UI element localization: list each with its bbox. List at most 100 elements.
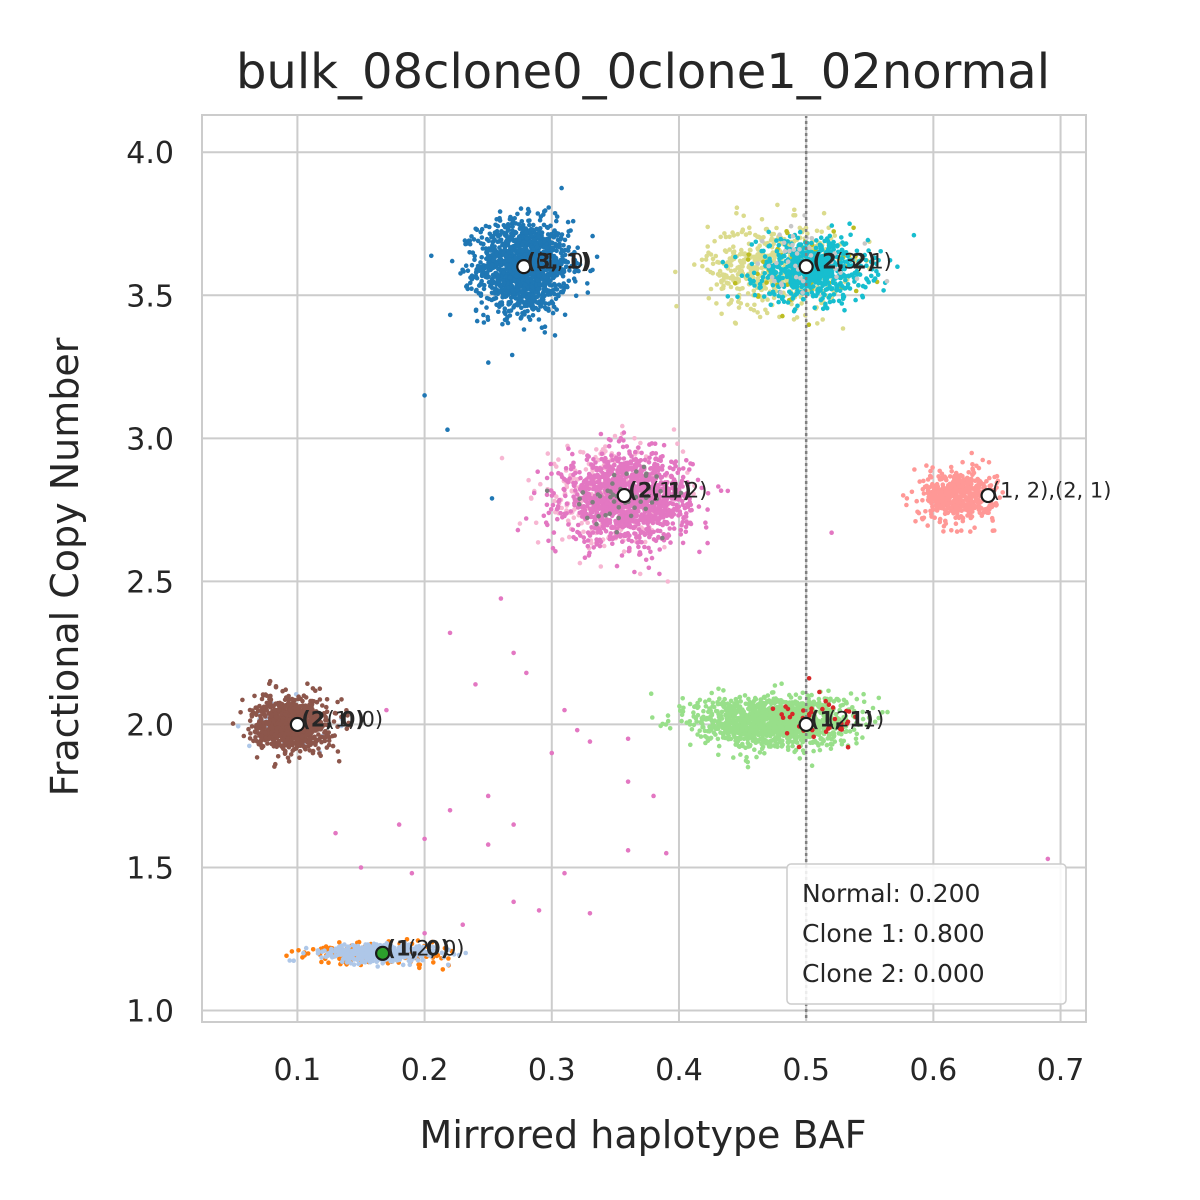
data-point [511, 305, 516, 310]
data-point [536, 273, 541, 279]
data-point [621, 549, 627, 554]
data-point [763, 286, 769, 291]
data-point [547, 282, 553, 288]
data-point [776, 252, 781, 258]
data-point [633, 461, 639, 467]
data-point [497, 254, 502, 260]
data-point [528, 226, 534, 232]
data-point [829, 223, 835, 228]
data-point [535, 469, 540, 475]
data-point [612, 433, 618, 439]
data-point [633, 531, 638, 537]
data-point [620, 423, 625, 429]
data-point [586, 474, 591, 480]
data-point [558, 237, 563, 242]
data-point [531, 222, 536, 228]
data-point [558, 472, 564, 477]
data-point [548, 233, 553, 239]
data-point [502, 233, 508, 238]
data-point [642, 457, 648, 463]
data-point [534, 245, 540, 250]
data-point [951, 488, 956, 494]
data-point [608, 506, 613, 512]
data-point [609, 453, 614, 458]
data-point [491, 274, 496, 280]
data-point [579, 509, 584, 515]
data-point [775, 202, 780, 208]
data-point [628, 513, 634, 519]
data-point [612, 462, 617, 468]
data-point [924, 463, 929, 468]
data-point [545, 451, 551, 456]
data-point [670, 521, 676, 526]
data-point [666, 507, 672, 513]
data-point [571, 460, 576, 466]
data-point [831, 298, 836, 304]
data-point [582, 539, 587, 545]
data-point [484, 295, 490, 301]
data-point [514, 287, 520, 293]
data-point [525, 211, 530, 216]
data-point [629, 538, 635, 544]
data-point [684, 458, 689, 463]
data-point [574, 268, 579, 273]
data-point [483, 223, 489, 229]
data-point [647, 442, 652, 447]
data-point [520, 248, 525, 254]
data-point [476, 291, 482, 296]
data-point [614, 529, 620, 535]
data-point [689, 727, 695, 732]
data-point [566, 278, 572, 284]
data-point [586, 492, 592, 497]
data-point [494, 228, 500, 234]
data-point [516, 248, 522, 254]
data-point [478, 260, 483, 265]
data-point [953, 494, 958, 500]
data-point [479, 254, 485, 260]
data-point [797, 229, 803, 235]
data-point [519, 289, 525, 295]
data-point [590, 499, 595, 505]
data-point [751, 270, 757, 276]
data-point [469, 277, 475, 282]
data-point [520, 242, 525, 247]
data-point [646, 565, 652, 571]
data-point [768, 302, 774, 308]
data-point [745, 302, 750, 308]
data-point [538, 481, 543, 487]
data-point [739, 263, 745, 268]
data-point [544, 245, 550, 250]
data-point [771, 295, 777, 301]
data-point [812, 305, 817, 311]
data-point [664, 470, 670, 476]
data-point [519, 219, 525, 224]
data-point [507, 313, 513, 318]
data-point [806, 245, 812, 251]
data-point [458, 271, 463, 276]
data-point [917, 479, 922, 484]
data-point [585, 281, 590, 286]
data-point [580, 490, 586, 495]
data-point [716, 260, 722, 265]
data-point [815, 291, 820, 296]
data-point [653, 456, 658, 462]
data-point [816, 281, 821, 286]
data-point [966, 504, 972, 510]
data-point [643, 506, 648, 512]
data-point [531, 274, 536, 280]
data-point [632, 569, 637, 575]
data-point [735, 294, 740, 300]
chart-title: bulk_08clone0_0clone1_02normal [236, 44, 1050, 100]
data-point [683, 529, 689, 535]
data-point [643, 473, 649, 479]
data-point [970, 462, 975, 467]
data-point [620, 539, 625, 544]
data-point [653, 468, 659, 473]
data-point [747, 225, 752, 230]
data-point [598, 431, 604, 437]
data-point [960, 481, 965, 487]
data-point [605, 522, 610, 528]
data-point [689, 507, 694, 513]
data-point [468, 280, 473, 286]
data-point [599, 451, 605, 457]
